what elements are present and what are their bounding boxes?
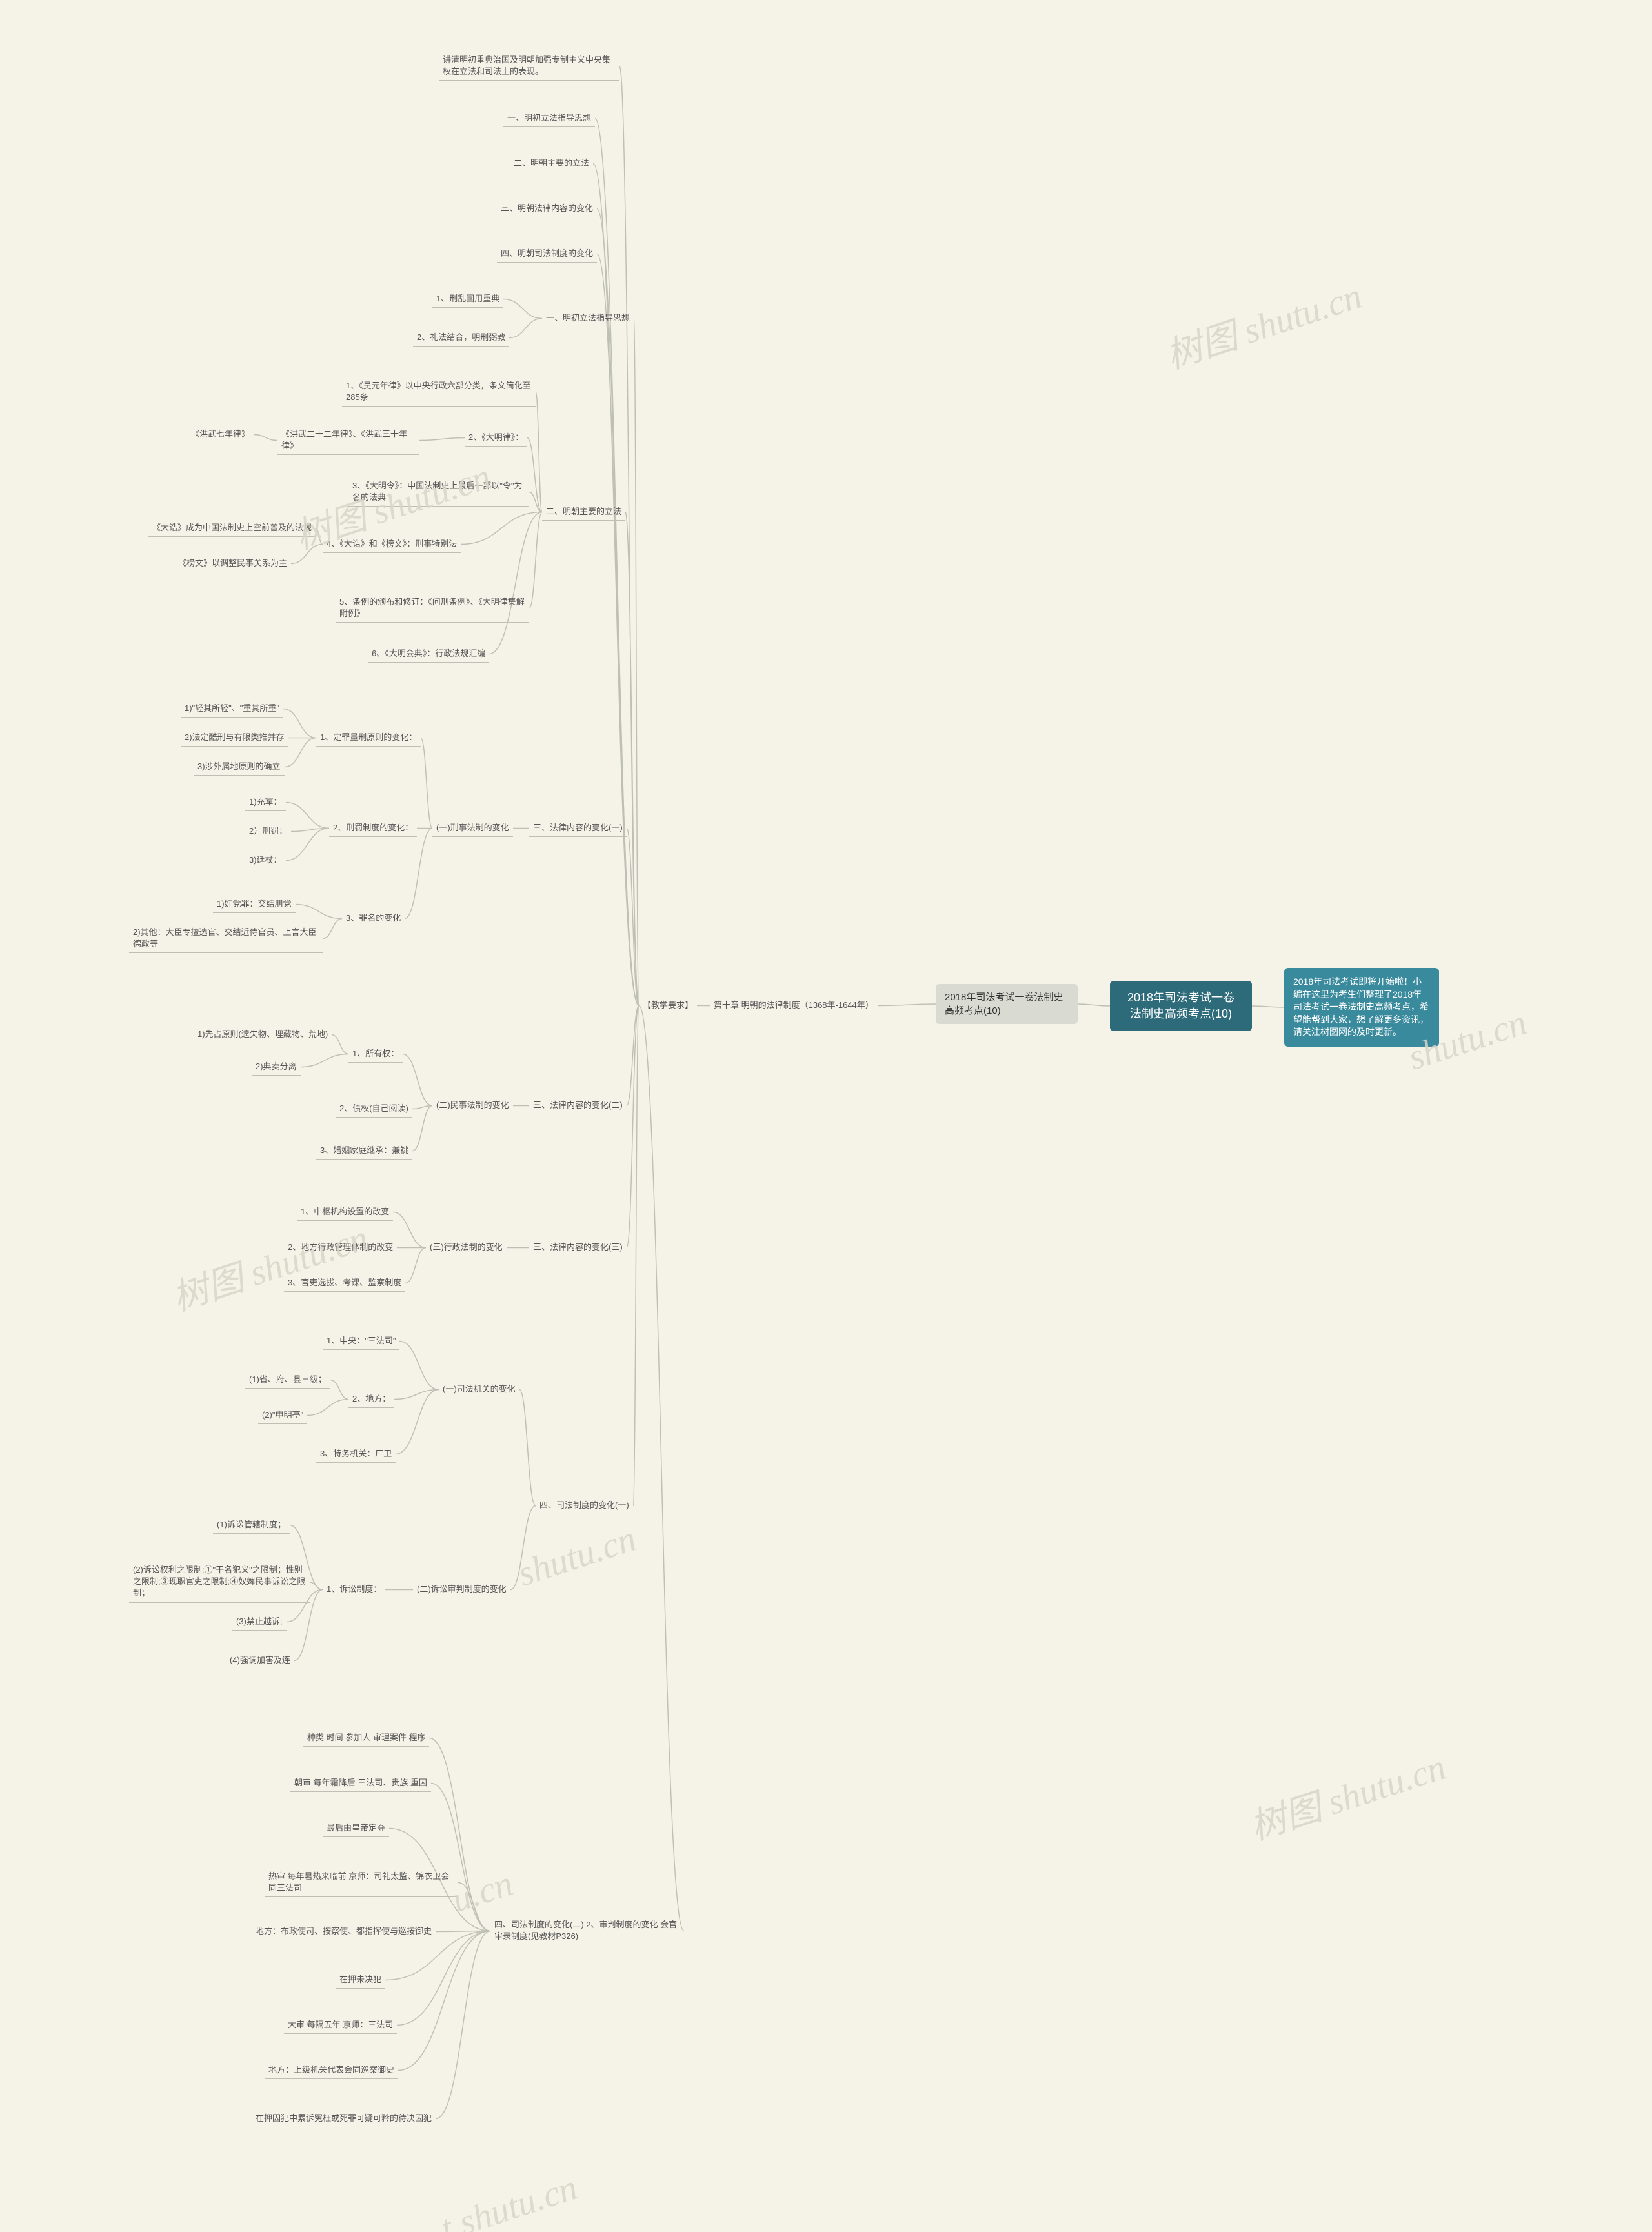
sec3c-header[interactable]: 三、法律内容的变化(三) xyxy=(529,1239,627,1256)
sec2-item-3[interactable]: 3、《大明令》：中国法制史上最后一部以"令"为名的法典 xyxy=(348,478,529,507)
sec3a-item-3a[interactable]: 1)奸党罪：交结朋党 xyxy=(213,896,296,913)
sec4b-header[interactable]: 四、司法制度的变化(二) 2、审判制度的变化 会官审录制度(见教材P326) xyxy=(490,1916,684,1945)
top-item-0[interactable]: 讲清明初重典治国及明朝加强专制主义中央集权在立法和司法上的表现。 xyxy=(439,52,620,81)
sec3a-item-1b[interactable]: 2)法定酷刑与有限类推并存 xyxy=(181,729,288,747)
sec2-item-2a[interactable]: 《洪武二十二年律》、《洪武三十年律》 xyxy=(277,426,419,455)
sec4a-item2-1a[interactable]: (1)诉讼管辖制度； xyxy=(213,1516,290,1534)
sec3b-item-1b[interactable]: 2)典卖分离 xyxy=(252,1058,301,1076)
sec4b-row-4[interactable]: 地方：布政使司、按察使、都指挥使与巡按御史 xyxy=(252,1923,436,1940)
top-item-4[interactable]: 四、明朝司法制度的变化 xyxy=(497,245,597,263)
sec4b-row-8[interactable]: 在押囚犯中累诉冤枉或死罪可疑可矜的待决囚犯 xyxy=(252,2110,436,2127)
sec3a-item-2c[interactable]: 3)廷杖： xyxy=(245,852,286,869)
sec3c-item-1[interactable]: 1、中枢机构设置的改变 xyxy=(297,1203,393,1221)
sec3b-item-3[interactable]: 3、婚姻家庭继承：兼祧 xyxy=(316,1142,412,1160)
sec3a-item-2b[interactable]: 2）刑罚： xyxy=(245,823,291,840)
note-node: 2018年司法考试即将开始啦！小编在这里为考生们整理了2018年司法考试一卷法制… xyxy=(1284,968,1439,1047)
sec4b-row-3[interactable]: 热审 每年暑热来临前 京师：司礼太监、锦衣卫会同三法司 xyxy=(265,1868,458,1897)
sec3b-header[interactable]: 三、法律内容的变化(二) xyxy=(529,1097,627,1114)
chapter-node[interactable]: 第十章 明朝的法律制度（1368年-1644年） xyxy=(710,997,878,1014)
sec4a-item-3[interactable]: 3、特务机关：厂卫 xyxy=(316,1445,396,1463)
sec4a-item2-1d[interactable]: (4)强调加害及连 xyxy=(226,1652,294,1669)
top-item-1[interactable]: 一、明初立法指导思想 xyxy=(503,110,595,127)
edge-layer xyxy=(0,0,1652,2232)
sec4b-row-7[interactable]: 地方：上级机关代表会同巡案御史 xyxy=(265,2062,398,2079)
sec4a-branch2[interactable]: (二)诉讼审判制度的变化 xyxy=(413,1581,510,1598)
sec3b-item-2[interactable]: 2、债权(自己阅读) xyxy=(336,1100,412,1118)
sec2-item-2b[interactable]: 《洪武七年律》 xyxy=(187,426,254,443)
sec2-item-6[interactable]: 6、《大明会典》：行政法规汇编 xyxy=(368,645,489,663)
yaoqiu-node[interactable]: 【教学要求】 xyxy=(639,997,697,1014)
sec3a-item-2[interactable]: 2、刑罚制度的变化： xyxy=(329,819,417,837)
sec4b-row-5[interactable]: 在押未决犯 xyxy=(336,1971,385,1989)
sec3c-item-3[interactable]: 3、官吏选拔、考课、监察制度 xyxy=(284,1274,405,1292)
sec4a-item2-1c[interactable]: (3)禁止越诉; xyxy=(232,1613,287,1631)
sec2-item-2[interactable]: 2、《大明律》： xyxy=(465,429,527,447)
sec4a-header[interactable]: 四、司法制度的变化(一) xyxy=(536,1497,633,1514)
mindmap-canvas: 2018年司法考试一卷法制史高频考点(10) 2018年司法考试即将开始啦！小编… xyxy=(0,0,1652,2232)
sec2-item-4[interactable]: 4、《大诰》和《榜文》：刑事特别法 xyxy=(323,536,461,553)
sec3b-item-1a[interactable]: 1)先占原则(遗失物、埋藏物、荒地) xyxy=(194,1026,332,1043)
sec3b-item-1[interactable]: 1、所有权： xyxy=(348,1045,403,1063)
sec1-item-1[interactable]: 1、刑乱国用重典 xyxy=(432,290,503,308)
sec3a-item-3[interactable]: 3、罪名的变化 xyxy=(342,910,405,927)
top-item-2[interactable]: 二、明朝主要的立法 xyxy=(510,155,593,172)
sec2-item-4b[interactable]: 《榜文》以调整民事关系为主 xyxy=(174,555,291,572)
sec3a-item-2a[interactable]: 1)充军： xyxy=(245,794,286,811)
sec3b-branch[interactable]: (二)民事法制的变化 xyxy=(432,1097,513,1114)
sec2-item-4a[interactable]: 《大诰》成为中国法制史上空前普及的法规 xyxy=(148,519,316,537)
sec4a-item2-1[interactable]: 1、诉讼制度： xyxy=(323,1581,385,1598)
sec4a-item-2a[interactable]: (1)省、府、县三级； xyxy=(245,1371,330,1389)
sec3c-branch[interactable]: (三)行政法制的变化 xyxy=(426,1239,507,1256)
sec1-item-2[interactable]: 2、礼法结合，明刑弼教 xyxy=(413,329,509,347)
sec3a-branch[interactable]: (一)刑事法制的变化 xyxy=(432,819,513,837)
sec4a-item-2[interactable]: 2、地方： xyxy=(348,1391,394,1408)
sec4a-item2-1b[interactable]: (2)诉讼权利之限制:①"干名犯义"之限制；性别之限制;③现职官吏之限制;④奴婢… xyxy=(129,1562,310,1603)
sec1-header[interactable]: 一、明初立法指导思想 xyxy=(542,310,634,327)
sec4b-row-2[interactable]: 最后由皇帝定夺 xyxy=(323,1820,389,1837)
top-item-3[interactable]: 三、明朝法律内容的变化 xyxy=(497,200,597,217)
root-node[interactable]: 2018年司法考试一卷法制史高频考点(10) xyxy=(1110,981,1252,1031)
sec3a-item-1c[interactable]: 3)涉外属地原则的确立 xyxy=(194,758,285,776)
sec3c-item-2[interactable]: 2、地方行政管理体制的改变 xyxy=(284,1239,397,1256)
level1-node[interactable]: 2018年司法考试一卷法制史高频考点(10) xyxy=(936,984,1078,1024)
sec4a-branch[interactable]: (一)司法机关的变化 xyxy=(439,1381,519,1398)
sec2-header[interactable]: 二、明朝主要的立法 xyxy=(542,503,625,521)
sec2-item-1[interactable]: 1、《吴元年律》以中央行政六部分类，条文简化至285条 xyxy=(342,377,536,407)
sec4a-item-1[interactable]: 1、中央："三法司" xyxy=(323,1332,399,1350)
sec4b-row-0[interactable]: 种类 时间 参加人 审理案件 程序 xyxy=(303,1729,429,1747)
sec3a-item-1[interactable]: 1、定罪量刑原则的变化： xyxy=(316,729,421,747)
sec4b-row-6[interactable]: 大审 每隔五年 京师：三法司 xyxy=(284,2016,397,2034)
sec3a-item-1a[interactable]: 1)"轻其所轻"、"重其所重" xyxy=(181,700,283,718)
sec3a-header[interactable]: 三、法律内容的变化(一) xyxy=(529,819,627,837)
sec3a-item-3b[interactable]: 2)其他：大臣专擅选官、交结近侍官员、上言大臣德政等 xyxy=(129,924,323,953)
sec4b-row-1[interactable]: 朝审 每年霜降后 三法司、贵族 重囚 xyxy=(290,1775,431,1792)
sec4a-item-2b[interactable]: (2)"申明亭" xyxy=(258,1407,307,1424)
sec2-item-5[interactable]: 5、条例的颁布和修订：《问刑条例》、《大明律集解附例》 xyxy=(336,594,529,623)
